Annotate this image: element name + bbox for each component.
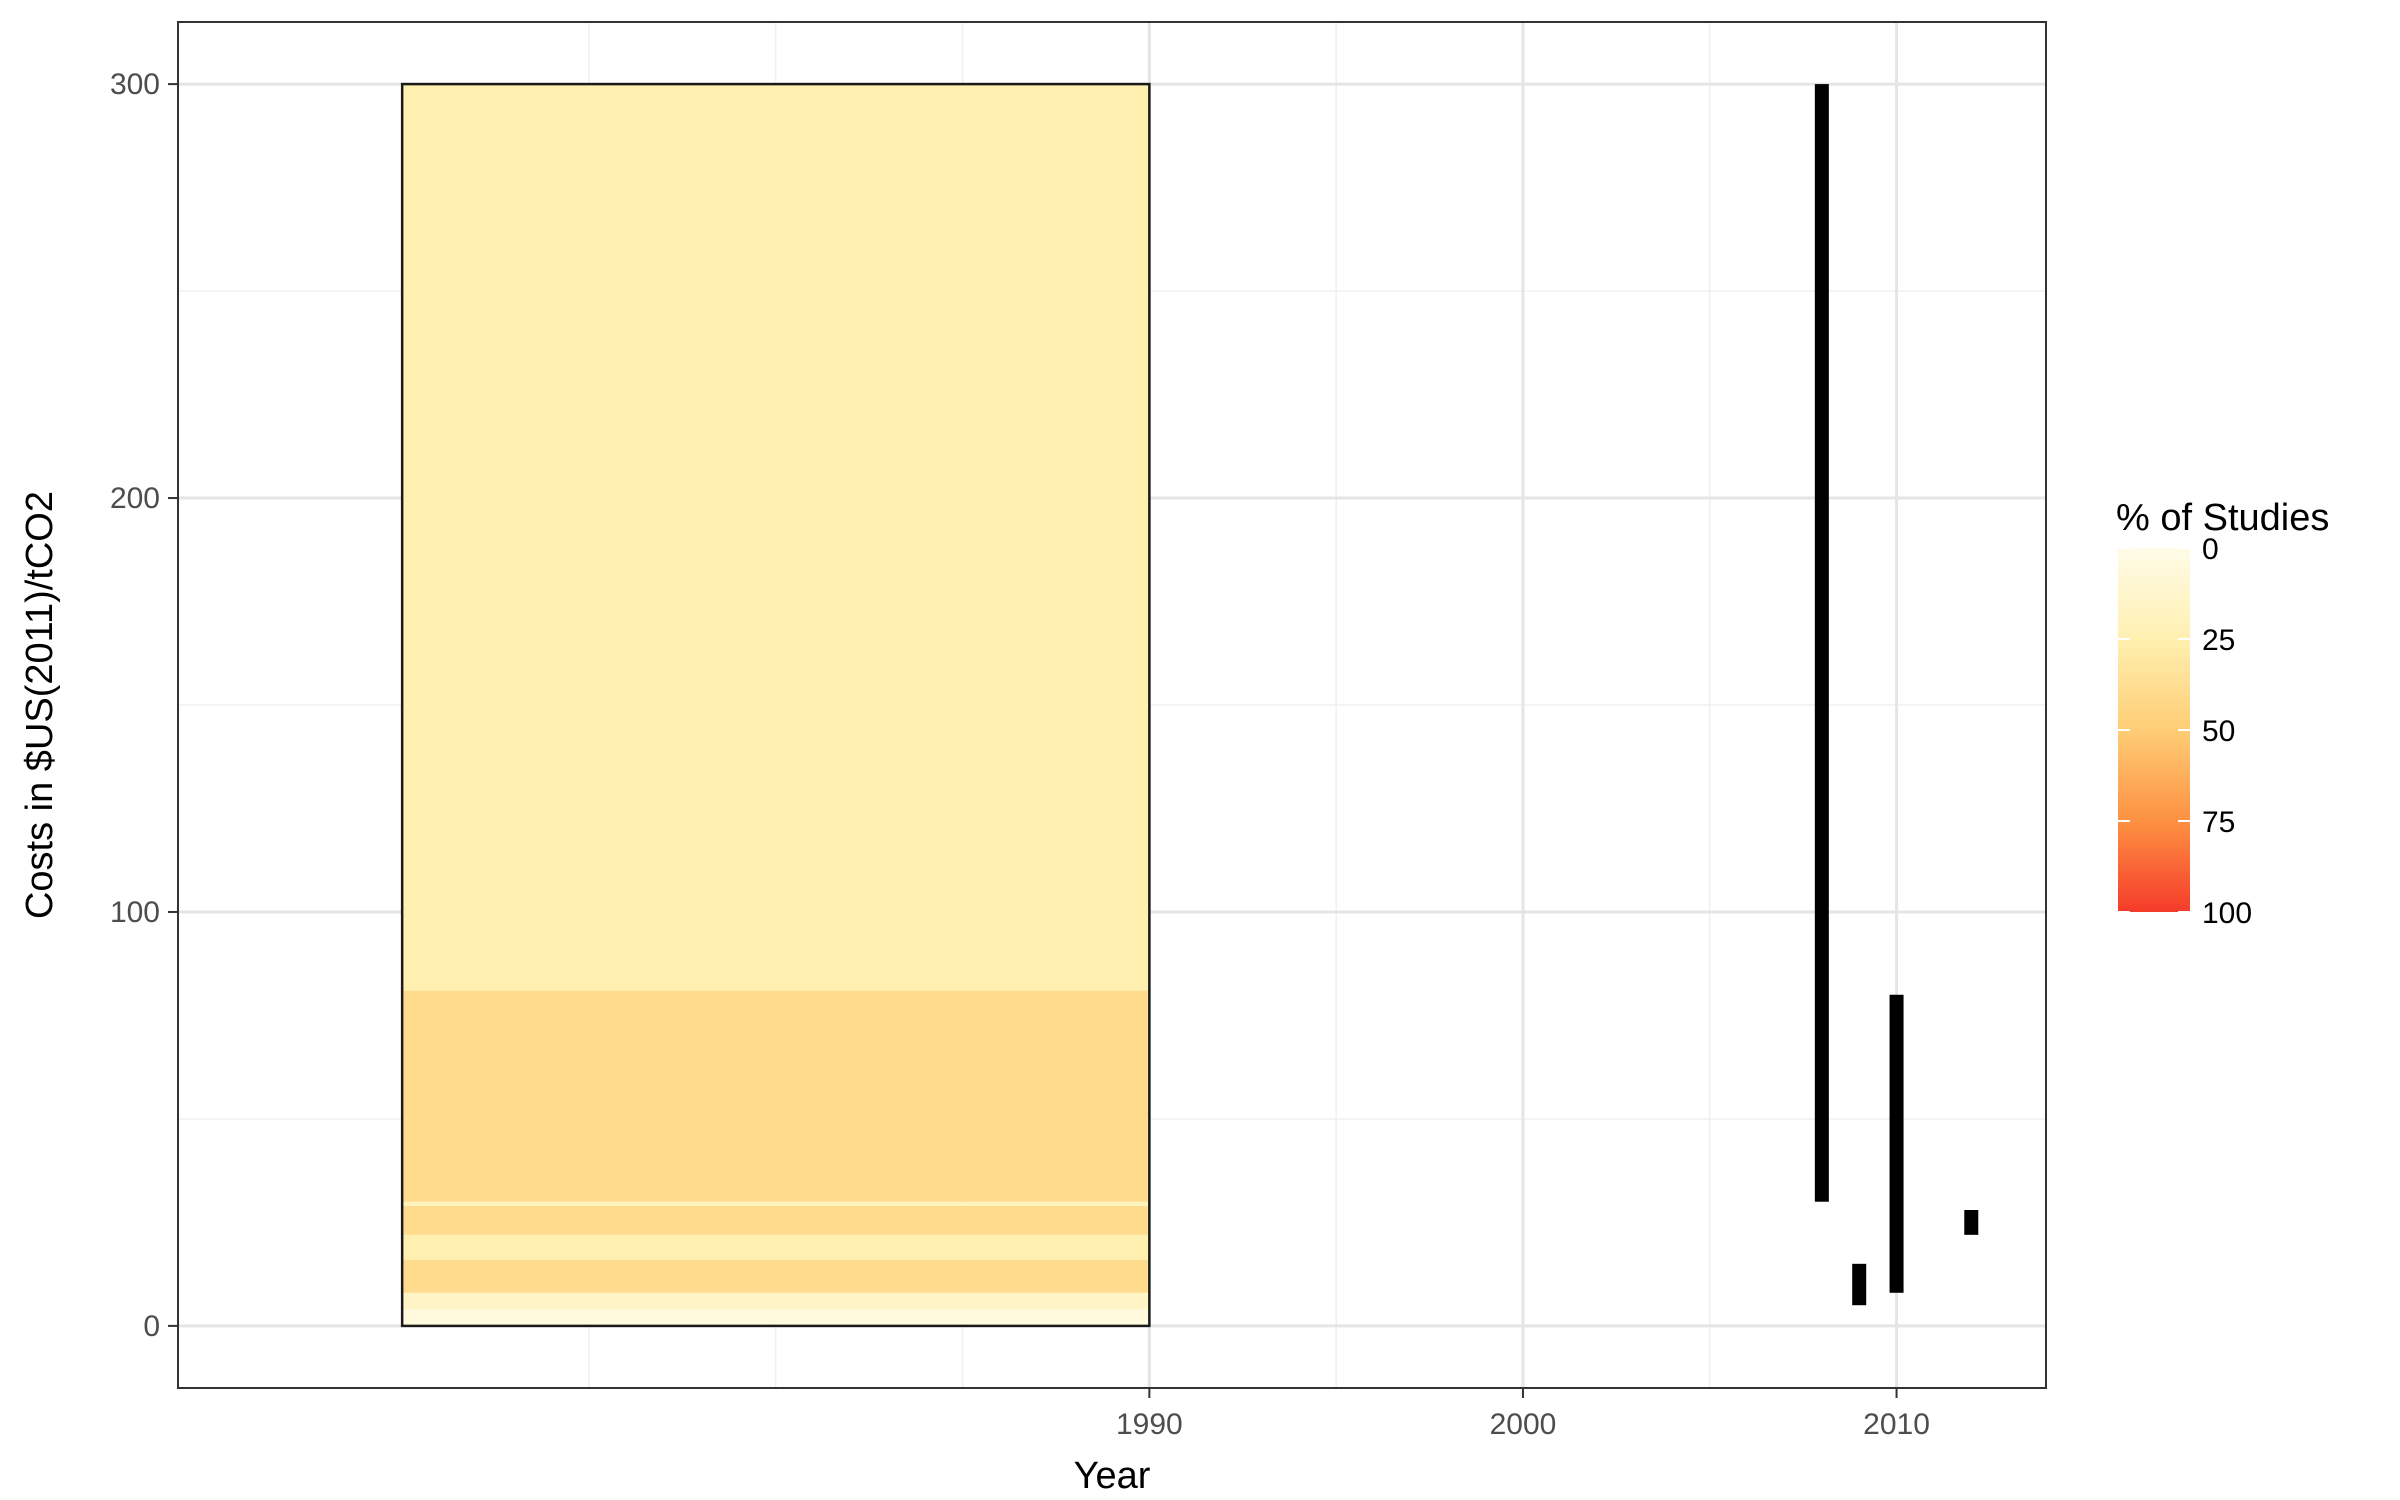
distribution-band: [402, 1309, 1150, 1326]
y-tick-label: 0: [143, 1310, 160, 1343]
legend-tick-label: 100: [2202, 897, 2252, 930]
distribution-band: [402, 1205, 1150, 1235]
range-bar: [1889, 994, 1904, 1293]
legend-tick-label: 75: [2202, 806, 2235, 839]
y-axis: 0 100 200 300: [110, 68, 178, 1343]
distribution-band: [402, 84, 1150, 991]
y-tick-label: 300: [110, 68, 160, 101]
legend-ticks: 0 25 50 75 100: [2118, 533, 2252, 930]
y-tick-label: 100: [110, 896, 160, 929]
range-bar: [1964, 1210, 1979, 1235]
legend-tick-label: 25: [2202, 624, 2235, 657]
x-tick-label: 2010: [1863, 1408, 1930, 1441]
legend-tick-label: 0: [2202, 533, 2219, 566]
range-bars: [1814, 84, 1979, 1306]
distribution-band: [402, 1259, 1150, 1293]
x-tick-label: 1990: [1116, 1408, 1183, 1441]
legend-tick-label: 50: [2202, 715, 2235, 748]
legend-title: % of Studies: [2116, 497, 2329, 539]
panel-border: [177, 21, 2047, 1389]
distribution-block: [400, 82, 1151, 1328]
legend: % of Studies 0 25 50 75 100: [2116, 497, 2329, 930]
y-axis-title: Costs in $US(2011)/tCO2: [19, 491, 61, 919]
distribution-block-outline: [400, 82, 1151, 1328]
x-tick-label: 2000: [1490, 1408, 1557, 1441]
range-bar: [1814, 84, 1829, 1202]
distribution-band: [402, 1292, 1150, 1310]
x-axis-title: Year: [1074, 1455, 1151, 1497]
distribution-band: [402, 990, 1150, 1202]
x-axis: 1990 2000 2010: [1116, 1388, 1930, 1441]
distribution-band: [402, 1234, 1150, 1260]
distribution-band: [402, 1201, 1150, 1206]
range-bar: [1852, 1263, 1867, 1306]
y-tick-label: 200: [110, 482, 160, 515]
